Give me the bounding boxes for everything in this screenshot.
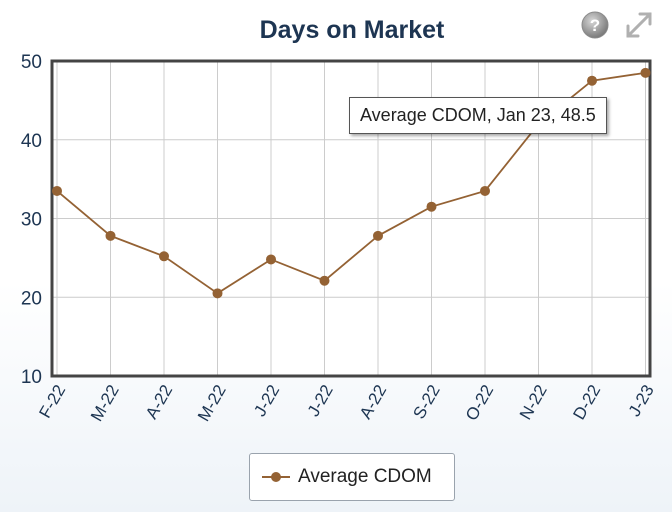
x-tick-label: J-22 — [304, 382, 337, 420]
data-point[interactable] — [266, 254, 276, 265]
data-point[interactable] — [212, 288, 223, 299]
x-tick-label: J-23 — [625, 382, 658, 420]
y-tick-label: 40 — [21, 131, 42, 152]
data-point[interactable] — [105, 230, 116, 241]
plot-border — [50, 59, 652, 378]
y-tick-label: 20 — [21, 288, 42, 309]
data-point[interactable] — [373, 230, 383, 241]
svg-text:?: ? — [590, 16, 600, 35]
x-tick-label: O-22 — [462, 382, 497, 424]
data-point[interactable] — [480, 185, 490, 196]
x-tick-label: M-22 — [194, 382, 230, 425]
data-point[interactable] — [319, 275, 330, 286]
data-point[interactable] — [587, 75, 597, 86]
legend-label: Average CDOM — [298, 466, 432, 487]
x-tick-label: J-22 — [250, 382, 283, 420]
y-tick-label: 10 — [21, 367, 42, 388]
x-tick-label: M-22 — [87, 382, 123, 425]
data-point[interactable] — [52, 185, 62, 196]
chart-title: Days on Market — [259, 16, 445, 44]
y-tick-label: 30 — [21, 210, 42, 231]
x-tick-label: N-22 — [516, 382, 551, 423]
y-tick-label: 50 — [21, 52, 42, 73]
x-tick-label: A-22 — [142, 382, 176, 423]
legend-marker-icon — [262, 472, 290, 482]
expand-arrows-icon[interactable] — [624, 10, 654, 40]
help-icon[interactable]: ? — [580, 10, 610, 40]
x-tick-label: S-22 — [409, 382, 443, 423]
x-tick-label: D-22 — [569, 382, 604, 423]
x-tick-label: A-22 — [356, 382, 390, 423]
data-point[interactable] — [159, 251, 169, 262]
data-point[interactable] — [640, 67, 651, 78]
data-point[interactable] — [426, 201, 437, 212]
tooltip: Average CDOM, Jan 23, 48.5 — [349, 97, 607, 134]
legend-item-average-cdom[interactable]: Average CDOM — [249, 453, 455, 501]
